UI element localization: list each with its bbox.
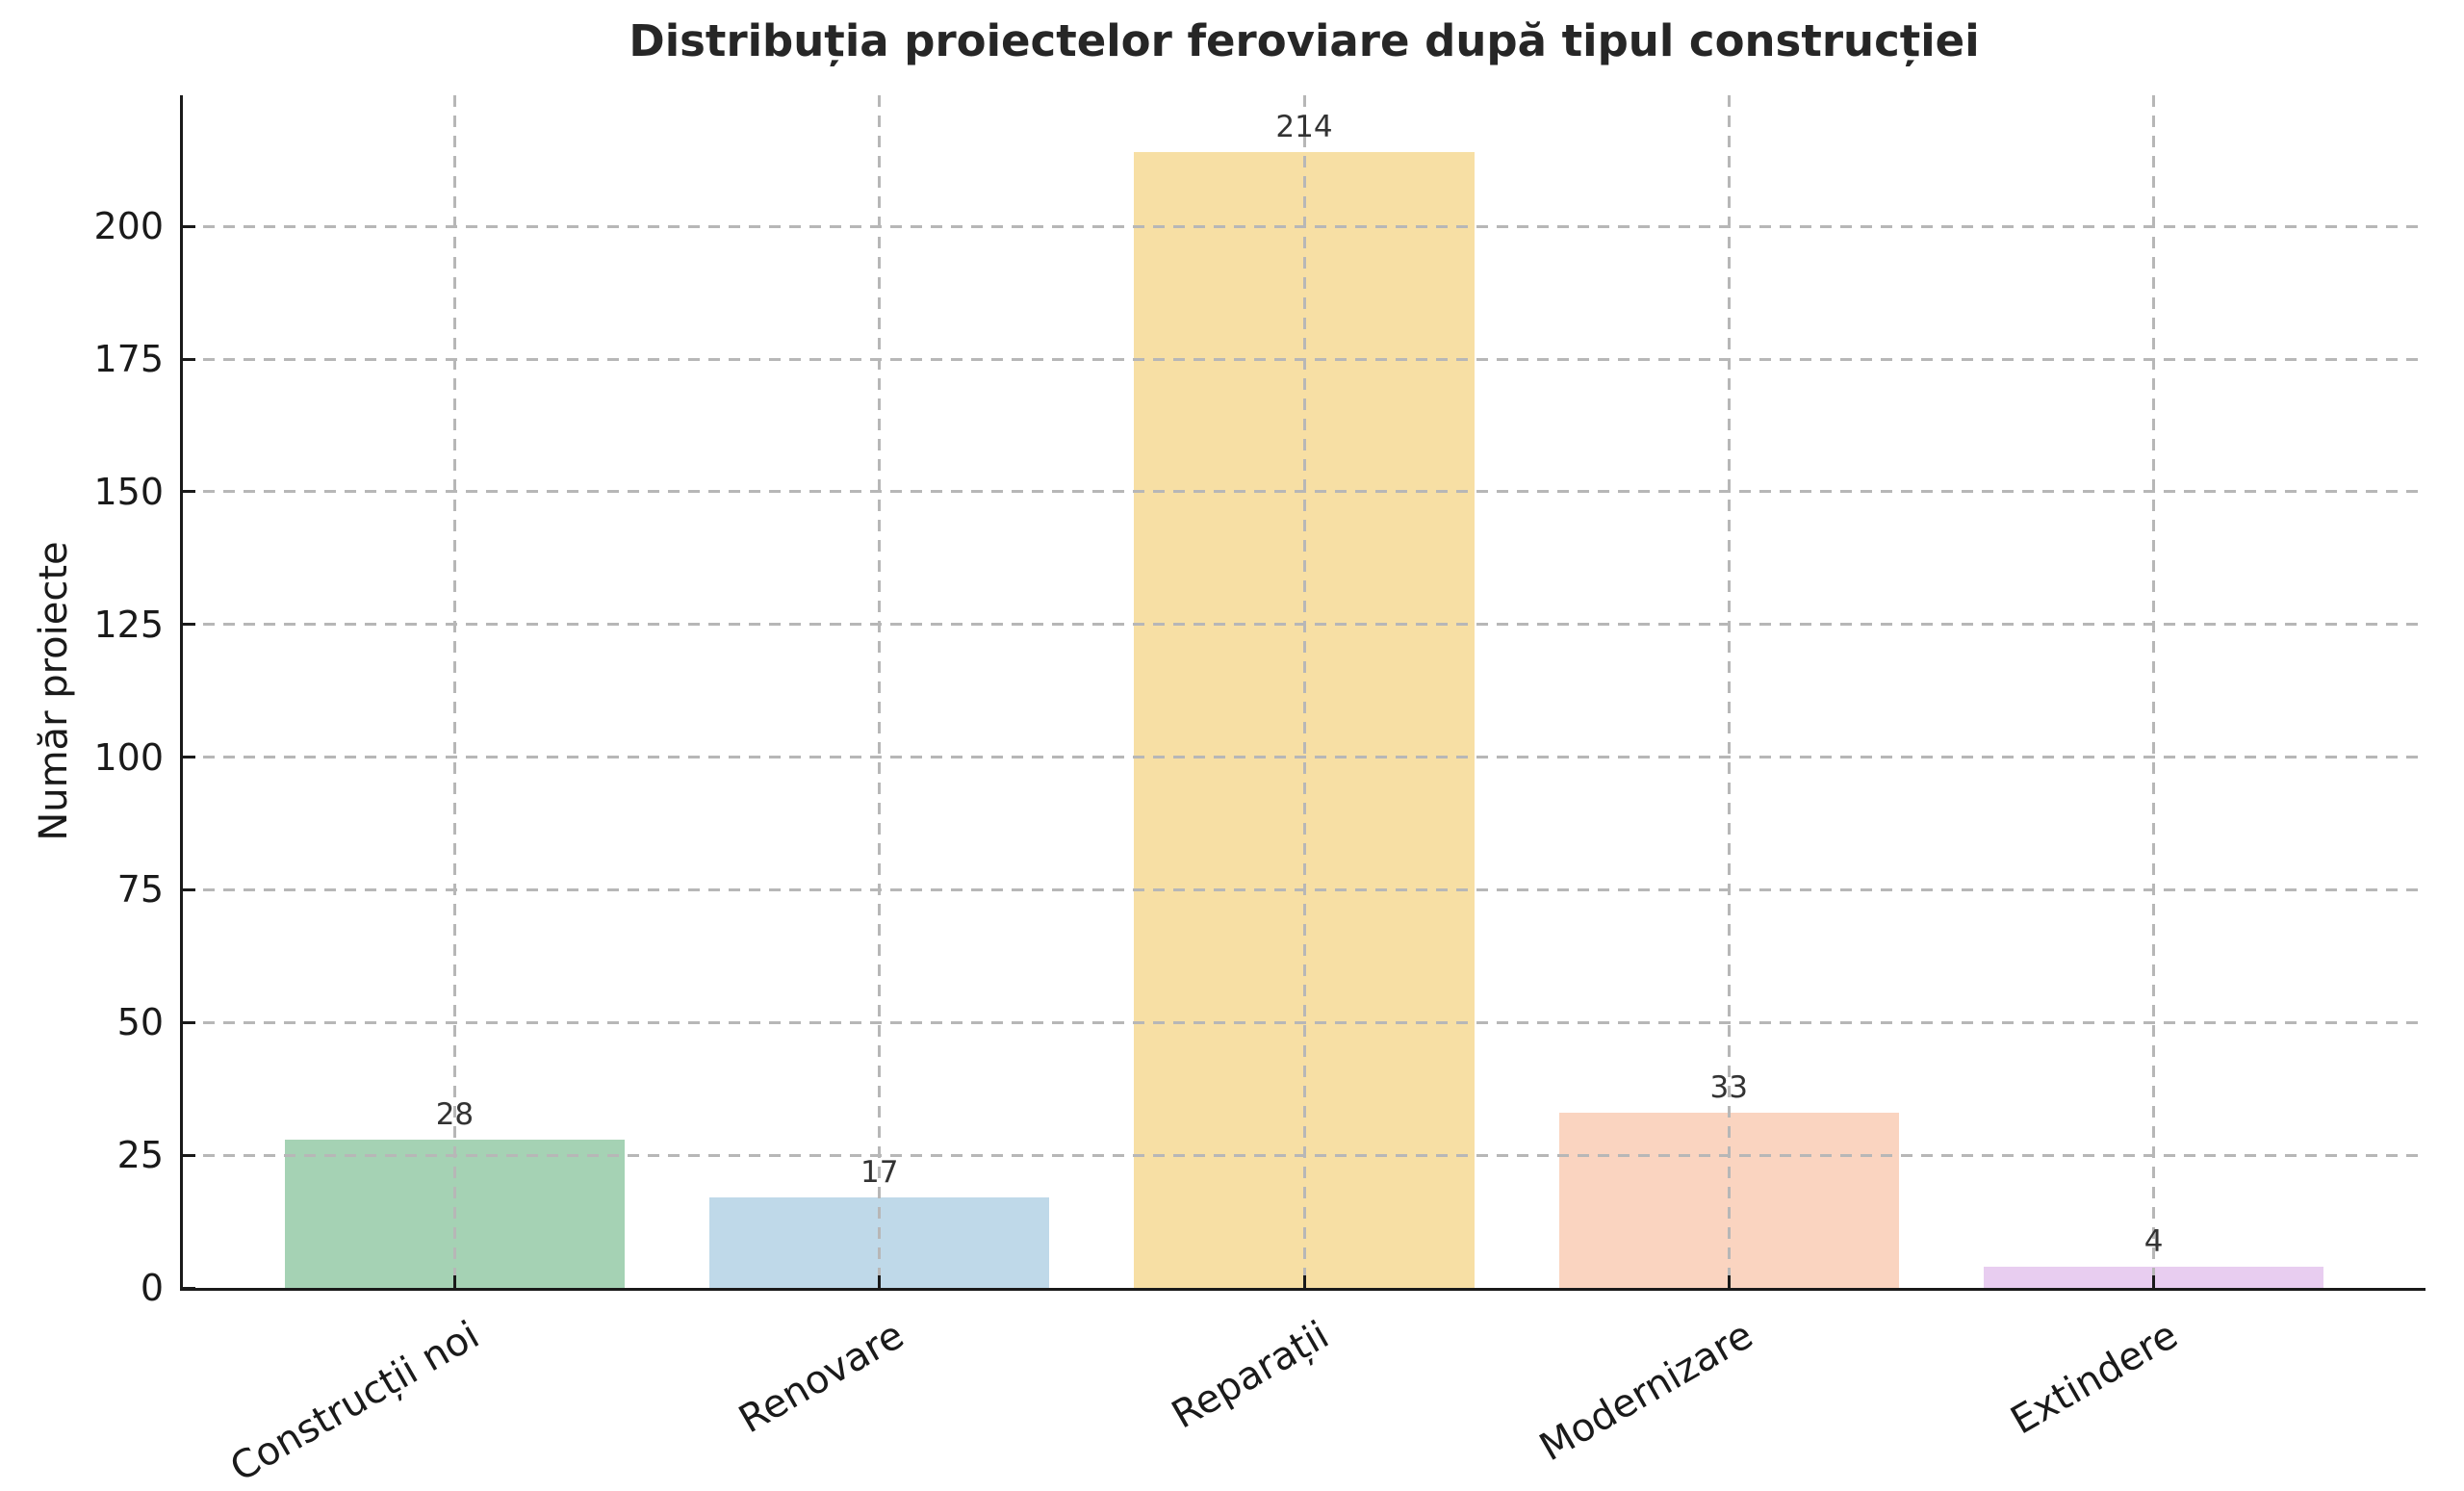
- y-tick-label: 50: [116, 1001, 164, 1044]
- y-tick-label: 100: [93, 735, 164, 779]
- y-tick-label: 0: [140, 1267, 164, 1309]
- y-tick: [183, 756, 195, 759]
- plot-area: 0 25 50 75 100 125 150 175 200 Construcții noi Ren…: [93, 95, 2426, 1491]
- v-gridline: [452, 95, 456, 1288]
- bar-value-label: 17: [860, 1155, 899, 1191]
- y-tick: [183, 1020, 195, 1024]
- x-tick: [2152, 1275, 2156, 1288]
- bar-value-label: 28: [435, 1096, 475, 1132]
- y-tick: [183, 490, 195, 494]
- x-tick: [1727, 1275, 1731, 1288]
- bar-value-label: 214: [1275, 110, 1333, 144]
- x-tick-label: Extindere: [2003, 1313, 2186, 1444]
- y-tick-label: 200: [93, 205, 164, 248]
- y-tick-label: 75: [116, 868, 164, 912]
- y-tick: [183, 357, 195, 361]
- x-tick-label: Modernizare: [1532, 1313, 1761, 1471]
- v-gridline: [1302, 95, 1306, 1288]
- x-tick: [878, 1275, 882, 1288]
- y-tick-label: 25: [116, 1134, 164, 1177]
- y-tick: [183, 623, 195, 627]
- bar-value-label: 33: [1709, 1070, 1749, 1106]
- x-tick-label: Reparații: [1164, 1313, 1336, 1438]
- y-tick: [183, 224, 195, 228]
- y-tick-label: 175: [93, 338, 164, 381]
- v-gridline: [2152, 95, 2156, 1288]
- y-tick-label: 125: [93, 603, 164, 646]
- x-tick-label: Renovare: [732, 1313, 911, 1443]
- y-axis-label: Număr proiecte: [32, 541, 76, 841]
- y-tick-label: 150: [93, 470, 164, 513]
- x-tick: [452, 1275, 456, 1288]
- y-tick: [183, 887, 195, 891]
- chart-title: Distribuția proiectelor feroviare după t…: [629, 15, 1980, 66]
- v-gridline: [878, 95, 882, 1288]
- x-tick: [1302, 1275, 1306, 1288]
- y-tick: [183, 1286, 195, 1290]
- y-tick: [183, 1153, 195, 1157]
- x-tick-label: Construcții noi: [222, 1313, 487, 1491]
- bar-value-label: 4: [2143, 1223, 2164, 1259]
- v-gridline: [1727, 95, 1731, 1288]
